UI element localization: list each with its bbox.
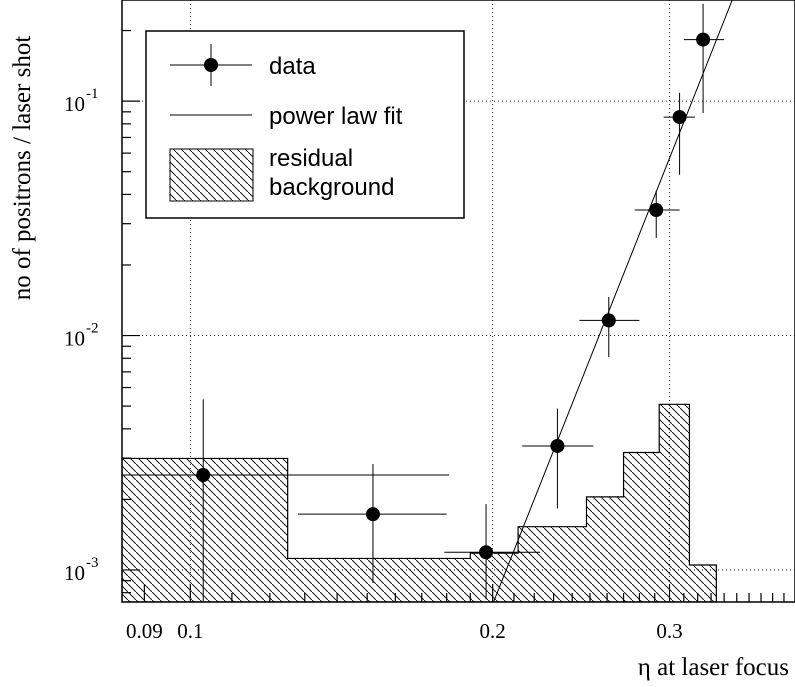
legend: data power law fit residual background: [145, 30, 465, 219]
background-bin: [470, 553, 519, 602]
background-bin: [287, 558, 471, 602]
fit-line: [493, 0, 733, 602]
background-bin: [518, 526, 587, 602]
data-point-group: [579, 297, 640, 357]
data-point-group: [444, 504, 541, 600]
legend-label-data: data: [269, 53, 316, 80]
axis-labels: η at laser focus no of positrons / laser…: [9, 36, 789, 681]
y-tick-label: 10: [64, 92, 85, 116]
background-outline: [122, 403, 717, 602]
background-bin: [623, 452, 660, 602]
data-point-group: [522, 408, 594, 509]
legend-label-background-line2: background: [269, 174, 394, 201]
data-point-group: [634, 190, 680, 238]
background-bin: [586, 496, 624, 602]
background-bin: [659, 404, 690, 602]
legend-data-marker: [204, 58, 218, 72]
data-point-group: [122, 399, 450, 602]
x-tick-label: 0.3: [656, 619, 682, 643]
data-point: [479, 545, 494, 560]
y-tick-label: 10: [64, 561, 85, 585]
data-point: [365, 507, 380, 522]
plot-frame: [121, 0, 795, 603]
legend-label-background-line1: residual: [269, 145, 353, 172]
legend-label-fit: power law fit: [269, 103, 403, 130]
background-bin: [122, 458, 288, 602]
x-tick-label: 0.09: [126, 619, 163, 643]
x-axis-label: η at laser focus: [638, 654, 789, 681]
data-point-group: [298, 464, 447, 583]
data-point: [601, 313, 616, 328]
data-point: [649, 203, 664, 218]
y-tick-label-exponent: -1: [86, 86, 99, 102]
x-tick-label: 0.2: [480, 619, 506, 643]
y-axis-label: no of positrons / laser shot: [9, 36, 36, 301]
data-point: [550, 438, 565, 453]
y-tick-label-exponent: -2: [86, 321, 99, 337]
data-point: [696, 32, 711, 47]
data-points: [122, 3, 725, 602]
axis-ticks: 0.09 0.1 0.2 0.310-310-210-1: [64, 29, 785, 643]
legend-background-swatch: [169, 148, 254, 202]
x-tick-label: 0.1: [177, 619, 203, 643]
background-bin: [689, 564, 717, 602]
y-tick-label-exponent: -3: [86, 555, 99, 571]
background-histogram: [122, 403, 717, 602]
data-point-group: [663, 92, 695, 175]
power-law-fit: [493, 0, 733, 602]
data-point-group: [683, 3, 725, 113]
data-point: [672, 110, 687, 125]
data-point: [196, 468, 211, 483]
y-tick-label: 10: [64, 327, 85, 351]
